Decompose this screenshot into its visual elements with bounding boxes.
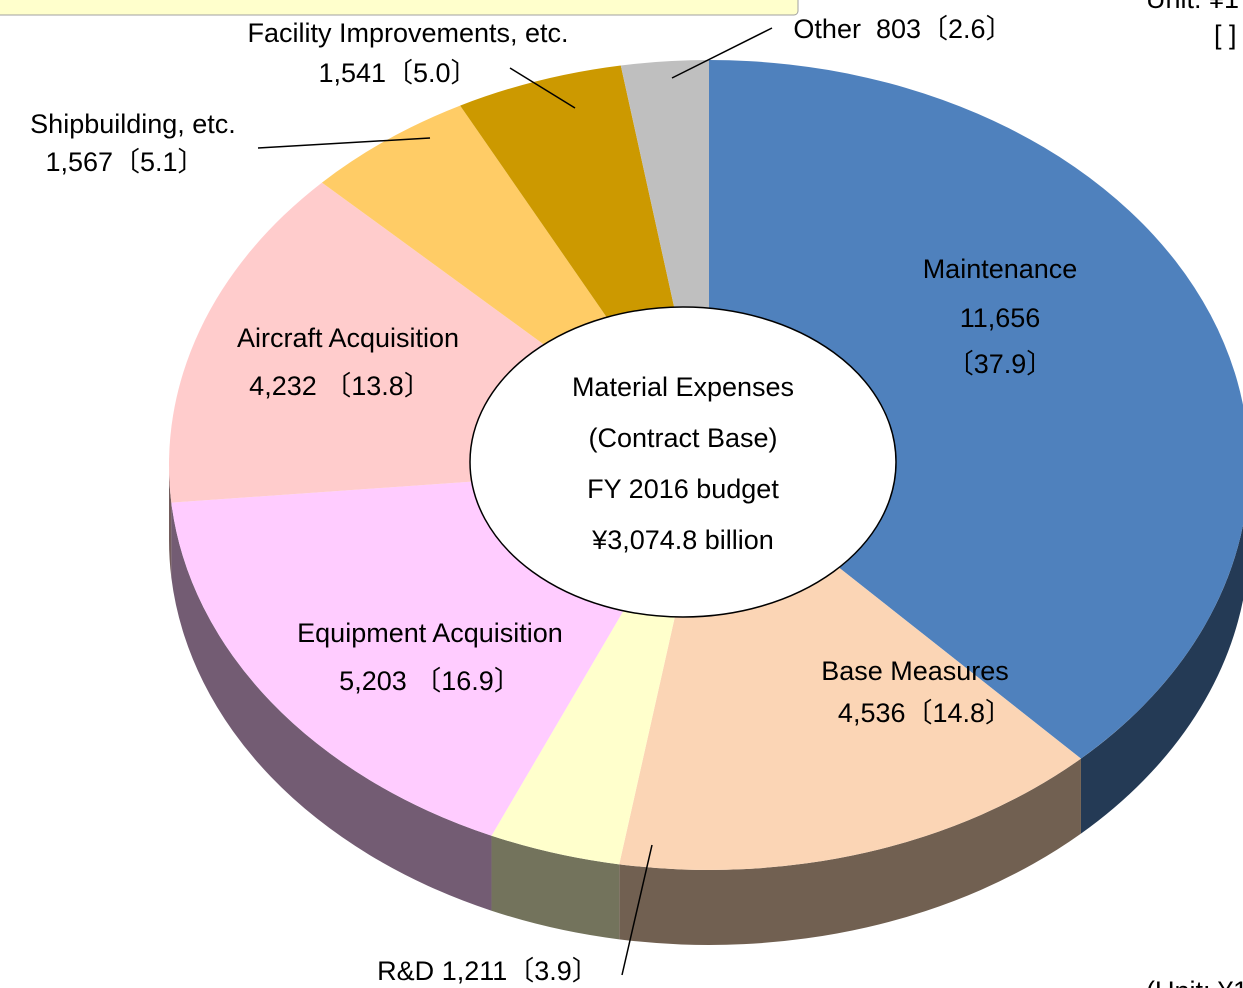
label-part: 〔2.6〕 (921, 14, 1013, 44)
leader-line (671, 27, 773, 79)
slice-label: Shipbuilding, etc. (30, 109, 236, 139)
slice-label: Base Measures (821, 656, 1009, 686)
label-space (407, 666, 415, 696)
slice-label: 4,536〔14.8〕 (838, 698, 1012, 728)
slice-label: 4,232 〔13.8〕 (249, 371, 431, 401)
label-part: 〔5.0〕 (386, 58, 478, 88)
slice-label: Other 803〔2.6〕 (793, 14, 1012, 44)
label-part: R&D (377, 956, 434, 986)
label-space (861, 14, 876, 44)
label-part: 〔13.8〕 (324, 371, 431, 401)
center-ellipse (469, 306, 897, 618)
label-space (434, 956, 442, 986)
label-part: 803 (876, 14, 921, 44)
slice-label: Facility Improvements, etc. (247, 18, 568, 48)
label-part: 5,203 (339, 666, 407, 696)
label-part: 11,656 (960, 303, 1041, 333)
leader-line (621, 844, 653, 976)
slice-label: 1,567〔5.1〕 (45, 147, 204, 177)
label-part: 4,232 (249, 371, 317, 401)
slice-side (619, 758, 1081, 946)
label-part: Facility Improvements, etc. (247, 18, 568, 48)
leader-line (509, 67, 576, 109)
label-part: 〔14.8〕 (906, 698, 1013, 728)
label-part: Maintenance (923, 254, 1078, 284)
center-text: Material Expenses (Contract Base) FY 201… (572, 372, 794, 555)
slice-side (491, 835, 620, 940)
slice-side (1080, 524, 1243, 834)
labels: Maintenance 11,656 〔37.9〕 Base Measures 4,53… (30, 14, 1077, 986)
label-part: Base Measures (821, 656, 1009, 686)
unit-note: [ ] (1214, 20, 1237, 50)
slice-label: 5,203 〔16.9〕 (339, 666, 521, 696)
slice-label: 1,541〔5.0〕 (318, 58, 477, 88)
leader-line (257, 137, 431, 149)
label-part: Equipment Acquisition (297, 618, 563, 648)
slice-side (169, 465, 172, 578)
slice-label: 11,656 (960, 303, 1041, 333)
slice-label: Aircraft Acquisition (237, 323, 459, 353)
slice-label: 〔37.9〕 (947, 349, 1054, 379)
label-space (317, 371, 325, 401)
label-part: 1,541 (318, 58, 386, 88)
label-part: 〔37.9〕 (947, 349, 1054, 379)
label-part: 〔3.9〕 (507, 956, 599, 986)
slice (709, 60, 1243, 759)
center-line: (Contract Base) (588, 423, 777, 453)
note-box (0, 0, 799, 16)
unit-note: Unit: ¥1 (1146, 0, 1239, 14)
center-line: Material Expenses (572, 372, 794, 402)
label-part: 1,567 (45, 147, 113, 177)
slice-label: Equipment Acquisition (297, 618, 563, 648)
unit-note: (Unit: ¥1 (1146, 976, 1243, 988)
slice-label: R&D 1,211〔3.9〕 (377, 956, 599, 986)
label-part: 〔16.9〕 (414, 666, 521, 696)
label-part: Other (793, 14, 861, 44)
center-line: ¥3,074.8 billion (591, 525, 774, 555)
label-part: Aircraft Acquisition (237, 323, 459, 353)
center-line: FY 2016 budget (587, 474, 779, 504)
label-part: 1,211 (442, 956, 508, 986)
label-part: Shipbuilding, etc. (30, 109, 236, 139)
label-part: 〔5.1〕 (113, 147, 205, 177)
label-part: 4,536 (838, 698, 906, 728)
slice-side (171, 502, 492, 911)
slice-label: Maintenance (923, 254, 1078, 284)
